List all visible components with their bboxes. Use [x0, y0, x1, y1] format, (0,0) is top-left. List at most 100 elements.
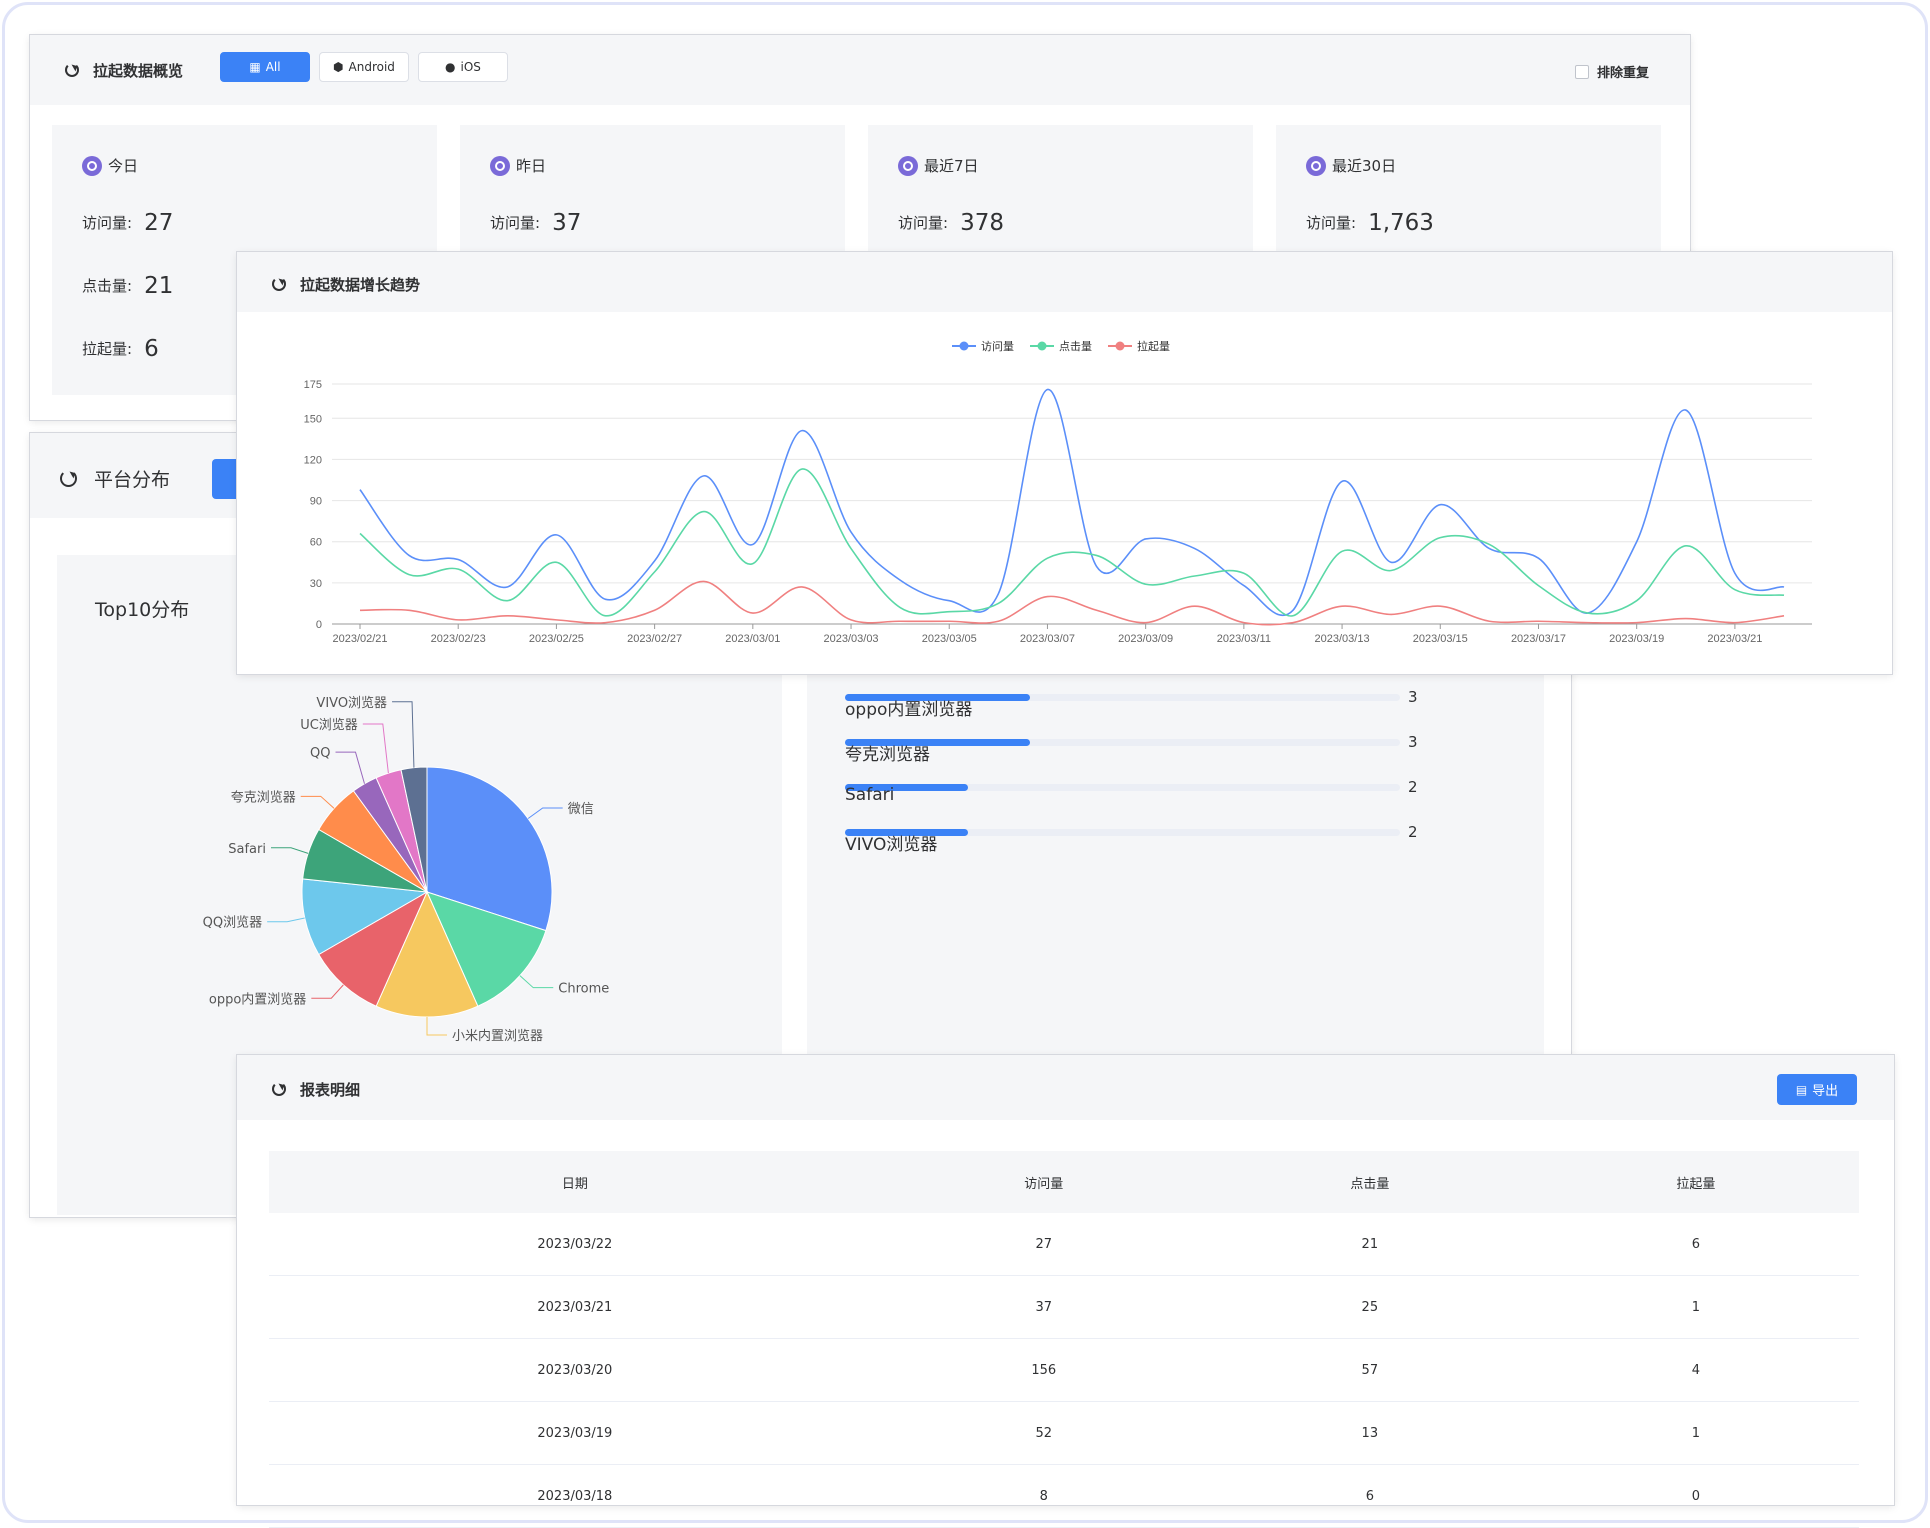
grid-icon: ▦ [249, 60, 261, 74]
refresh-icon[interactable] [272, 1082, 286, 1096]
col-visits: 访问量 [880, 1151, 1207, 1213]
rank-label: 夸克浏览器 [845, 745, 930, 765]
rank-value: 3 [1408, 733, 1418, 751]
x-tick-label: 2023/03/05 [922, 633, 977, 645]
legend-label[interactable]: 拉起量 [1137, 339, 1170, 353]
rank-value: 2 [1408, 823, 1418, 841]
pie-leader [519, 975, 554, 989]
tab-android[interactable]: ⬢ Android [319, 52, 409, 82]
overview-title: 拉起数据概览 [93, 62, 184, 80]
launches-stat: 拉起量: 6 [82, 336, 159, 362]
x-tick-label: 2023/03/17 [1511, 633, 1566, 645]
y-tick-label: 120 [304, 454, 322, 466]
cell-date: 2023/03/21 [269, 1275, 881, 1339]
pie-leader [300, 795, 335, 809]
rank-bar-track [845, 784, 1400, 791]
series-line-2 [359, 580, 1785, 626]
table-header-row: 日期 访问量 点击量 拉起量 [269, 1151, 1859, 1213]
x-tick-label: 2023/03/03 [824, 633, 879, 645]
cell-visits: 37 [880, 1275, 1207, 1339]
tab-ios[interactable]: ● iOS [418, 52, 508, 82]
legend-label[interactable]: 访问量 [981, 340, 1014, 353]
col-date: 日期 [269, 1151, 881, 1213]
refresh-icon[interactable] [65, 63, 79, 77]
pie-leader [270, 847, 309, 854]
cell-clicks: 6 [1206, 1464, 1533, 1528]
series-line-0 [359, 388, 1785, 617]
x-tick-label: 2023/03/11 [1217, 633, 1271, 645]
checkbox-box[interactable] [1575, 64, 1589, 79]
pie-label: Chrome [558, 982, 609, 997]
rank-label: Safari [845, 785, 895, 805]
rank-bar-track [845, 829, 1400, 836]
trend-chart: 0 30 60 90 120 150 175 2023/02/21 2023/02/23 2023… [304, 339, 1812, 645]
cell-launches: 1 [1532, 1275, 1859, 1339]
report-table: 日期 访问量 点击量 拉起量 2023/03/22 27 21 6 2023/03/2… [269, 1151, 1859, 1528]
legend-marker [959, 341, 969, 351]
apple-icon: ● [445, 60, 456, 74]
pie-slice[interactable] [301, 878, 429, 956]
platform-title: 平台分布 [94, 469, 171, 491]
y-tick-label: 90 [310, 496, 322, 508]
pie-slice[interactable] [318, 890, 429, 1007]
refresh-icon[interactable] [272, 277, 286, 291]
dedupe-label: 排除重复 [1597, 66, 1650, 81]
series-line-1 [359, 468, 1785, 617]
x-tick-label: 2023/02/23 [431, 633, 486, 645]
overview-header: 拉起数据概览 ▦ All ⬢ Android ● iOS 排除重复 [30, 35, 1690, 105]
legend-label[interactable]: 点击量 [1059, 340, 1092, 353]
x-tick-label: 2023/03/13 [1315, 633, 1370, 645]
pie-leader [267, 917, 305, 923]
card-title: 今日 [108, 157, 139, 175]
visits-stat: 访问量: 1,763 [1306, 210, 1434, 236]
pie-slice[interactable] [375, 890, 479, 1018]
cell-clicks: 57 [1206, 1338, 1533, 1402]
report-panel: 报表明细 ▤ 导出 日期 访问量 点击量 拉起量 2023/03/22 27 21 6 … [237, 1055, 1894, 1528]
cell-visits: 52 [880, 1401, 1207, 1465]
stats-icon [490, 155, 510, 176]
stats-icon [1306, 155, 1326, 176]
rank-bar-track [845, 694, 1400, 701]
export-button[interactable]: ▤ 导出 [1777, 1074, 1857, 1105]
cell-launches: 0 [1532, 1464, 1859, 1528]
refresh-icon[interactable] [60, 470, 77, 487]
card-title: 最近30日 [1332, 157, 1397, 175]
pie-label: Safari [228, 842, 266, 857]
rank-label: oppo内置浏览器 [845, 700, 973, 720]
pie-leader [392, 701, 415, 768]
pie-label: 微信 [568, 802, 594, 817]
trend-panel: 拉起数据增长趋势 0 30 60 90 120 150 175 2023/02/21 2023/… [237, 252, 1892, 674]
table-row: 2023/03/18 8 6 0 [269, 1464, 1859, 1528]
clicks-stat: 点击量: 21 [82, 273, 174, 299]
tab-all[interactable]: ▦ All [220, 52, 310, 82]
y-tick-label: 0 [316, 619, 322, 631]
x-tick-label: 2023/02/27 [627, 633, 682, 645]
table-row: 2023/03/22 27 21 6 [269, 1213, 1859, 1276]
table-row: 2023/03/21 37 25 1 [269, 1275, 1859, 1339]
col-launches: 拉起量 [1532, 1151, 1859, 1213]
cell-clicks: 13 [1206, 1401, 1533, 1465]
pie-label: QQ浏览器 [203, 915, 262, 931]
dedupe-checkbox[interactable]: 排除重复 [1575, 62, 1649, 81]
cell-date: 2023/03/18 [269, 1464, 881, 1528]
pie-leader [335, 751, 365, 784]
cell-visits: 156 [880, 1338, 1207, 1402]
pie-label: QQ [310, 746, 330, 761]
visits-stat: 访问量: 37 [490, 210, 582, 236]
card-title: 昨日 [516, 157, 547, 175]
pie-chart: 微信 Chrome 小米内置浏览器 oppo内置浏览器 QQ浏览器 Safari 夸克浏览器… [203, 695, 610, 1044]
pie-label: VIVO浏览器 [316, 695, 387, 711]
pie-label: 夸克浏览器 [231, 789, 296, 805]
pie-slice[interactable] [400, 766, 428, 893]
cell-visits: 8 [880, 1464, 1207, 1528]
stats-icon [82, 155, 102, 176]
x-tick-label: 2023/03/15 [1413, 633, 1468, 645]
rank-bar-fill [845, 694, 1030, 701]
pie-slice[interactable] [426, 766, 553, 932]
pie-slice[interactable] [426, 891, 547, 1007]
y-tick-label: 150 [304, 413, 322, 425]
rank-label: VIVO浏览器 [845, 835, 938, 855]
pie-leader [527, 807, 563, 819]
cell-clicks: 25 [1206, 1275, 1533, 1339]
stats-icon [898, 155, 918, 176]
